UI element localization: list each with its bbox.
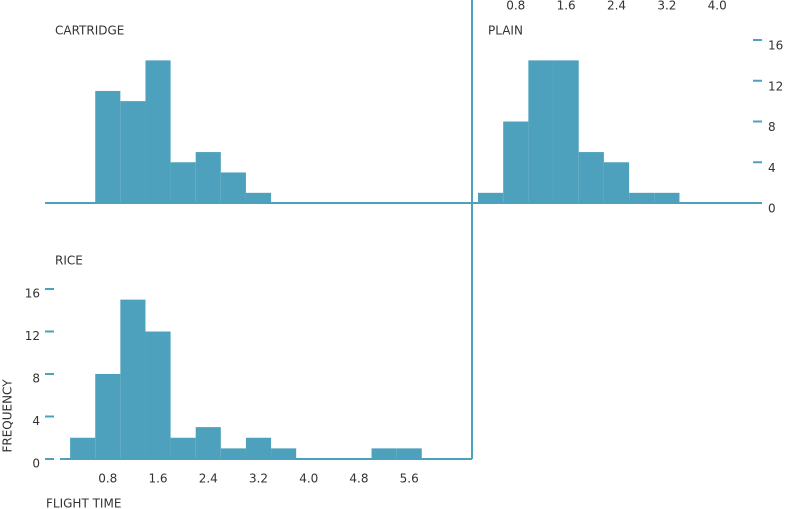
y-tick-label: 4 (32, 414, 40, 428)
panel-title: PLAIN (488, 24, 523, 38)
x-tick-label: 4.0 (708, 0, 727, 13)
x-tick-label: 1.6 (557, 0, 576, 13)
x-tick-label: 4.8 (349, 472, 368, 486)
bar (553, 60, 579, 203)
bar (396, 448, 422, 459)
bar (371, 448, 397, 459)
x-tick-label: 3.2 (249, 472, 268, 486)
x-tick-label: 3.2 (657, 0, 676, 13)
y-tick-label: 12 (25, 329, 40, 343)
x-tick-label: 0.8 (506, 0, 525, 13)
x-tick-label: 2.4 (607, 0, 626, 13)
bar (195, 427, 221, 459)
bar (603, 162, 630, 203)
bar (220, 172, 246, 203)
bar (70, 437, 96, 459)
y-tick-label: 0 (768, 202, 776, 216)
y-tick-label: 4 (768, 161, 776, 175)
y-axis-label: FREQUENCY (1, 379, 15, 453)
bar (95, 90, 121, 203)
bar (245, 437, 272, 459)
y-tick-label: 16 (25, 287, 40, 301)
bar (220, 448, 246, 459)
bar (528, 60, 554, 203)
bar (478, 192, 504, 203)
bar (245, 192, 272, 203)
bar (95, 374, 121, 459)
bar (271, 448, 297, 459)
y-tick-label: 8 (32, 372, 40, 386)
bar (145, 60, 171, 203)
panel-title: CARTRIDGE (55, 24, 124, 38)
bar (654, 192, 680, 203)
y-tick-label: 8 (768, 120, 776, 134)
x-tick-label: 0.8 (98, 472, 117, 486)
y-tick-label: 12 (768, 79, 783, 93)
x-tick-label: 2.4 (199, 472, 218, 486)
bar (170, 437, 196, 459)
x-axis-label: FLIGHT TIME (46, 497, 121, 509)
x-tick-label: 5.6 (400, 472, 419, 486)
y-tick-label: 16 (768, 39, 783, 53)
bar (170, 162, 196, 203)
bar (578, 152, 604, 203)
y-tick-label: 0 (32, 457, 40, 471)
bar (195, 152, 221, 203)
panel-title: RICE (55, 254, 83, 268)
bar (120, 101, 146, 203)
x-tick-label: 4.0 (299, 472, 318, 486)
bar (120, 299, 146, 459)
bar (629, 192, 655, 203)
x-tick-label: 1.6 (148, 472, 167, 486)
bar (145, 331, 171, 459)
bar (503, 121, 529, 203)
